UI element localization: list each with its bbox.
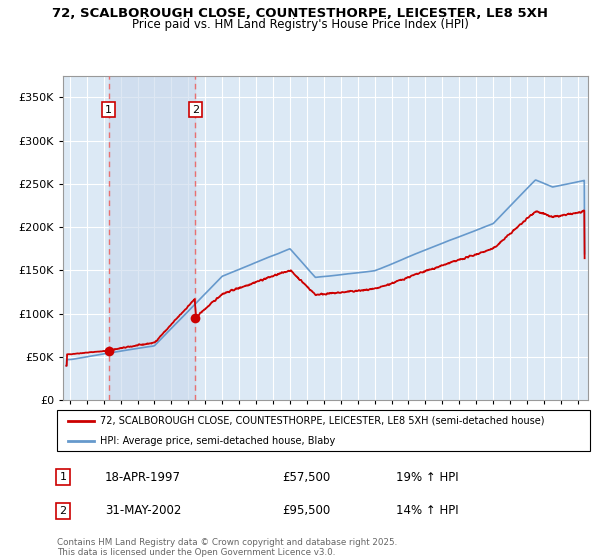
Text: 72, SCALBOROUGH CLOSE, COUNTESTHORPE, LEICESTER, LE8 5XH (semi-detached house): 72, SCALBOROUGH CLOSE, COUNTESTHORPE, LE… [100,416,544,426]
Text: £57,500: £57,500 [282,470,330,484]
Text: 14% ↑ HPI: 14% ↑ HPI [396,504,458,517]
Text: Price paid vs. HM Land Registry's House Price Index (HPI): Price paid vs. HM Land Registry's House … [131,18,469,31]
FancyBboxPatch shape [57,410,590,451]
Bar [109,76,195,400]
Text: Contains HM Land Registry data © Crown copyright and database right 2025.
This d: Contains HM Land Registry data © Crown c… [57,538,397,557]
Text: 72, SCALBOROUGH CLOSE, COUNTESTHORPE, LEICESTER, LE8 5XH: 72, SCALBOROUGH CLOSE, COUNTESTHORPE, LE… [52,7,548,20]
Text: 19% ↑ HPI: 19% ↑ HPI [396,470,458,484]
Text: 1: 1 [105,105,112,115]
Text: 2: 2 [59,506,67,516]
Text: £95,500: £95,500 [282,504,330,517]
Text: HPI: Average price, semi-detached house, Blaby: HPI: Average price, semi-detached house,… [100,436,335,446]
Text: 31-MAY-2002: 31-MAY-2002 [105,504,181,517]
Text: 1: 1 [59,472,67,482]
Text: 18-APR-1997: 18-APR-1997 [105,470,181,484]
Text: 2: 2 [192,105,199,115]
